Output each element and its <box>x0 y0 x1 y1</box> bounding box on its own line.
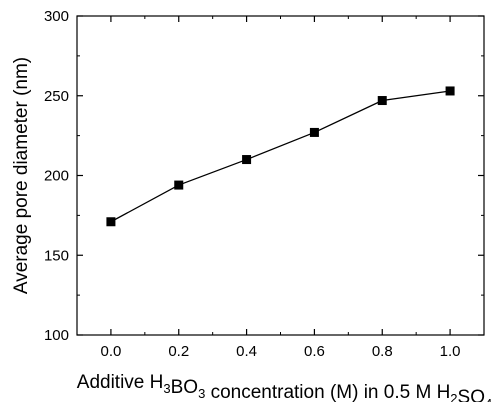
x-label-text: Additive H <box>77 372 164 393</box>
x-label-text: BO <box>171 377 198 398</box>
x-label-text: SO <box>458 387 485 402</box>
y-tick-label: 150 <box>44 247 69 264</box>
x-tick-label: 0.6 <box>304 343 325 360</box>
x-tick-label: 0.0 <box>100 343 121 360</box>
x-axis-label: Additive H3BO3 concentration (M) in 0.5 … <box>77 372 492 402</box>
y-tick-label: 100 <box>44 327 69 344</box>
x-label-subscript: 4 <box>485 396 492 402</box>
data-point <box>377 96 387 106</box>
axis-labels: Average pore diameter (nm) Additive H3BO… <box>11 57 492 402</box>
plot-frame <box>76 15 485 336</box>
data-point <box>445 86 455 96</box>
series-line <box>106 86 455 227</box>
x-tick-label: 0.2 <box>168 343 189 360</box>
x-label-subscript: 3 <box>198 386 205 401</box>
x-tick-label: 0.8 <box>372 343 393 360</box>
x-tick-label: 1.0 <box>440 343 461 360</box>
x-label-subscript: 3 <box>163 381 170 396</box>
data-point <box>309 127 319 137</box>
ticks: 100 150 200 250 300 0.0 0.2 0.4 0.6 0.8 1.0 <box>44 8 484 360</box>
y-tick-label: 300 <box>44 8 69 25</box>
x-tick-label: 0.4 <box>236 343 257 360</box>
y-tick-label: 200 <box>44 168 69 185</box>
x-label-subscript: 2 <box>450 391 457 402</box>
y-axis-label: Average pore diameter (nm) <box>11 57 32 294</box>
x-label-text: concentration (M) in 0.5 M H <box>205 382 450 402</box>
data-point <box>174 180 184 190</box>
data-point <box>106 217 116 227</box>
y-tick-label: 250 <box>44 88 69 105</box>
data-point <box>242 155 252 165</box>
data-line <box>110 90 451 223</box>
